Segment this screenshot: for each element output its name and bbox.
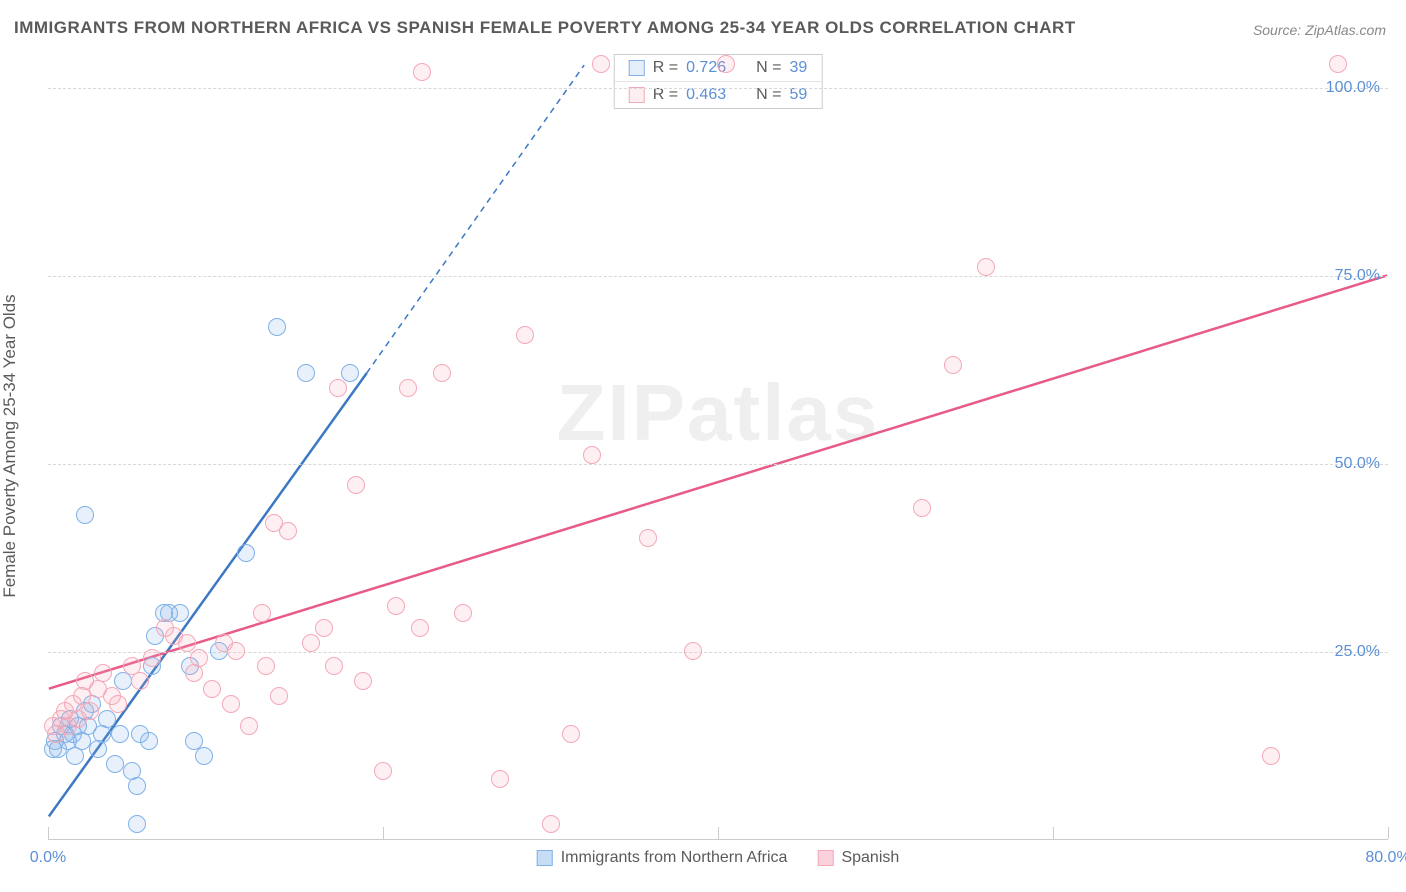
legend-r-value: 0.463 bbox=[686, 86, 726, 104]
data-point bbox=[237, 544, 255, 562]
data-point bbox=[542, 815, 560, 833]
data-point bbox=[329, 379, 347, 397]
gridline bbox=[48, 88, 1388, 89]
x-tick bbox=[718, 827, 719, 839]
gridline bbox=[48, 464, 1388, 465]
legend-swatch bbox=[629, 60, 645, 76]
x-tick bbox=[1053, 827, 1054, 839]
data-point bbox=[111, 725, 129, 743]
data-point bbox=[270, 687, 288, 705]
data-point bbox=[347, 476, 365, 494]
data-point bbox=[302, 634, 320, 652]
data-point bbox=[128, 815, 146, 833]
legend-n-label: N = bbox=[756, 59, 781, 77]
data-point bbox=[279, 522, 297, 540]
data-point bbox=[140, 732, 158, 750]
data-point bbox=[454, 604, 472, 622]
data-point bbox=[76, 506, 94, 524]
data-point bbox=[106, 755, 124, 773]
legend-row: R = 0.463 N = 59 bbox=[615, 81, 822, 108]
data-point bbox=[203, 680, 221, 698]
data-point bbox=[491, 770, 509, 788]
data-point bbox=[268, 318, 286, 336]
legend-n-value: 39 bbox=[789, 59, 807, 77]
data-point bbox=[240, 717, 258, 735]
data-point bbox=[583, 446, 601, 464]
data-point bbox=[717, 55, 735, 73]
watermark: ZIPatlas bbox=[557, 367, 880, 459]
data-point bbox=[433, 364, 451, 382]
x-tick bbox=[48, 827, 49, 839]
data-point bbox=[222, 695, 240, 713]
data-point bbox=[227, 642, 245, 660]
x-tick-label: 80.0% bbox=[1365, 849, 1406, 867]
data-point bbox=[195, 747, 213, 765]
data-point bbox=[913, 499, 931, 517]
data-point bbox=[341, 364, 359, 382]
data-point bbox=[257, 657, 275, 675]
y-tick-label: 25.0% bbox=[1335, 643, 1380, 661]
legend-n-label: N = bbox=[756, 86, 781, 104]
data-point bbox=[411, 619, 429, 637]
legend-swatch bbox=[629, 87, 645, 103]
legend-r-label: R = bbox=[653, 59, 678, 77]
y-axis-label: Female Poverty Among 25-34 Year Olds bbox=[0, 294, 20, 597]
data-point bbox=[325, 657, 343, 675]
data-point bbox=[315, 619, 333, 637]
data-point bbox=[1329, 55, 1347, 73]
data-point bbox=[297, 364, 315, 382]
data-point bbox=[354, 672, 372, 690]
data-point bbox=[374, 762, 392, 780]
data-point bbox=[387, 597, 405, 615]
data-point bbox=[977, 258, 995, 276]
x-tick bbox=[383, 827, 384, 839]
data-point bbox=[516, 326, 534, 344]
data-point bbox=[109, 695, 127, 713]
data-point bbox=[684, 642, 702, 660]
legend-r-label: R = bbox=[653, 86, 678, 104]
data-point bbox=[143, 649, 161, 667]
series-legend-label: Spanish bbox=[841, 849, 899, 867]
data-point bbox=[81, 702, 99, 720]
legend-swatch bbox=[537, 850, 553, 866]
series-legend: Immigrants from Northern Africa Spanish bbox=[537, 849, 900, 867]
data-point bbox=[562, 725, 580, 743]
gridline bbox=[48, 652, 1388, 653]
y-tick-label: 100.0% bbox=[1326, 79, 1380, 97]
data-point bbox=[592, 55, 610, 73]
legend-swatch bbox=[817, 850, 833, 866]
source-label: Source: ZipAtlas.com bbox=[1253, 22, 1386, 38]
gridline bbox=[48, 276, 1388, 277]
data-point bbox=[253, 604, 271, 622]
data-point bbox=[639, 529, 657, 547]
data-point bbox=[185, 664, 203, 682]
data-point bbox=[399, 379, 417, 397]
legend-n-value: 59 bbox=[789, 86, 807, 104]
data-point bbox=[171, 604, 189, 622]
data-point bbox=[89, 740, 107, 758]
data-point bbox=[128, 777, 146, 795]
series-legend-item: Immigrants from Northern Africa bbox=[537, 849, 788, 867]
data-point bbox=[944, 356, 962, 374]
data-point bbox=[98, 710, 116, 728]
x-tick bbox=[1388, 827, 1389, 839]
series-legend-label: Immigrants from Northern Africa bbox=[561, 849, 788, 867]
x-tick-label: 0.0% bbox=[30, 849, 66, 867]
y-tick-label: 75.0% bbox=[1335, 267, 1380, 285]
plot-area: ZIPatlas R = 0.726N = 39R = 0.463N = 59 … bbox=[48, 50, 1388, 840]
data-point bbox=[94, 664, 112, 682]
data-point bbox=[413, 63, 431, 81]
chart-title: IMMIGRANTS FROM NORTHERN AFRICA VS SPANI… bbox=[14, 18, 1076, 38]
series-legend-item: Spanish bbox=[817, 849, 899, 867]
data-point bbox=[131, 672, 149, 690]
data-point bbox=[1262, 747, 1280, 765]
y-tick-label: 50.0% bbox=[1335, 455, 1380, 473]
